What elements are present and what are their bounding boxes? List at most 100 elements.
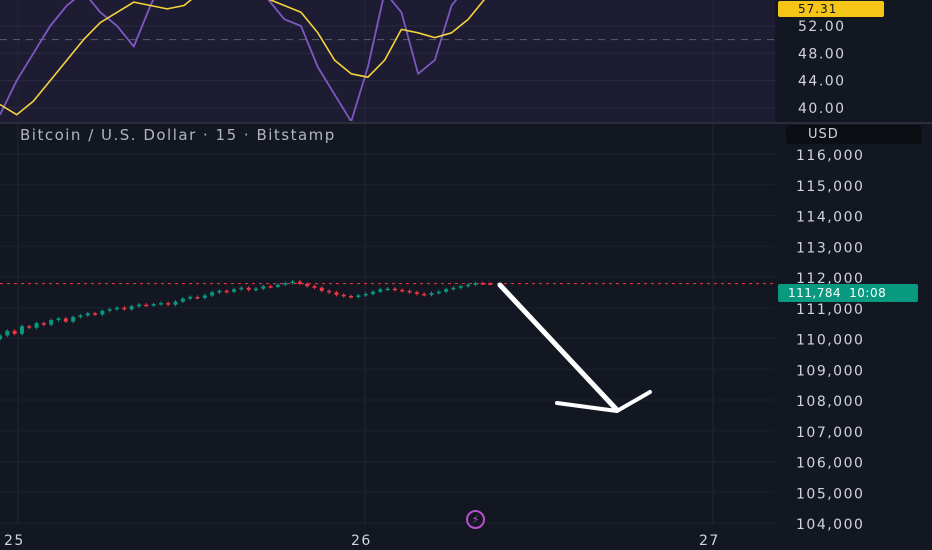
candle-body xyxy=(480,283,485,285)
price-tick-label: 111,000 xyxy=(796,302,864,318)
rsi-tick-label: 40.00 xyxy=(798,101,846,117)
candle-body xyxy=(349,296,354,298)
candle-body xyxy=(268,286,273,288)
candle-body xyxy=(414,292,419,294)
candle-body xyxy=(5,330,10,336)
candle-body xyxy=(356,295,361,297)
candle-body xyxy=(319,287,324,291)
candle-body xyxy=(466,284,471,287)
countdown: 10:08 xyxy=(849,286,887,300)
x-tick-label: 26 xyxy=(351,533,372,549)
candle-body xyxy=(0,335,2,340)
symbol-legend[interactable]: Bitcoin / U.S. Dollar · 15 · Bitstamp xyxy=(20,126,336,144)
candle-body xyxy=(34,323,39,328)
candle-body xyxy=(217,290,222,293)
candle-body xyxy=(232,289,237,292)
candle-body xyxy=(151,304,156,306)
candle-body xyxy=(444,289,449,292)
candle-body xyxy=(422,293,427,296)
price-tick-label: 108,000 xyxy=(796,394,864,410)
candle-body xyxy=(253,288,258,291)
rsi-pane-bg xyxy=(0,0,775,122)
x-tick-label: 27 xyxy=(699,533,720,549)
candle-body xyxy=(122,307,127,310)
candle-body xyxy=(392,288,397,291)
candle-body xyxy=(136,304,141,307)
candle-body xyxy=(378,289,383,292)
candle-body xyxy=(49,320,54,325)
candle-body xyxy=(63,318,68,322)
candle-body xyxy=(93,313,98,315)
candle-body xyxy=(305,283,310,287)
candle-body xyxy=(312,286,317,288)
candle-body xyxy=(341,294,346,297)
candle-body xyxy=(436,291,441,294)
candle-body xyxy=(100,310,105,315)
candle-body xyxy=(334,292,339,295)
candle-body xyxy=(473,283,478,285)
last-price-tag: 111,784 10:08 xyxy=(778,284,918,302)
candle-body xyxy=(210,292,215,296)
candle-body xyxy=(458,286,463,288)
candle-body xyxy=(180,298,185,302)
candle-body xyxy=(283,283,288,285)
candle-body xyxy=(85,313,90,316)
candle-body xyxy=(195,296,200,299)
candle-body xyxy=(239,287,244,290)
candle-body xyxy=(27,326,32,328)
candle-body xyxy=(129,306,134,310)
candle-body xyxy=(12,330,17,334)
rsi-tick-label: 48.00 xyxy=(798,46,846,62)
candle-body xyxy=(275,284,280,287)
candle-body xyxy=(158,303,163,305)
candle-body xyxy=(166,303,171,305)
lightning-icon[interactable]: ⚡ xyxy=(466,510,485,529)
down-arrow-shaft xyxy=(497,282,620,413)
x-tick-label: 25 xyxy=(4,533,25,549)
price-tick-label: 105,000 xyxy=(796,486,864,502)
candle-body xyxy=(297,281,302,284)
candle-body xyxy=(488,283,492,285)
candle-body xyxy=(327,290,332,293)
currency-selector[interactable]: USD xyxy=(786,125,922,144)
price-tick-label: 112,000 xyxy=(796,271,864,287)
last-price: 111,784 xyxy=(788,286,842,300)
candle-body xyxy=(400,289,405,292)
candle-body xyxy=(188,296,193,299)
candle-body xyxy=(246,287,251,290)
rsi-ma-line xyxy=(0,0,485,116)
price-tick-label: 114,000 xyxy=(796,210,864,226)
price-tick-label: 110,000 xyxy=(796,333,864,349)
price-tick-label: 116,000 xyxy=(796,148,864,164)
price-tick-label: 107,000 xyxy=(796,425,864,441)
candle-body xyxy=(56,318,61,321)
candle-body xyxy=(290,281,295,284)
rsi-line xyxy=(0,0,458,121)
price-tick-label: 115,000 xyxy=(796,179,864,195)
candle-body xyxy=(78,315,83,317)
candle-body xyxy=(451,287,456,290)
rsi-tick-label: 52.00 xyxy=(798,19,846,35)
candle-body xyxy=(71,316,76,322)
price-tick-label: 109,000 xyxy=(796,363,864,379)
candle-body xyxy=(144,304,149,307)
rsi-tick-label: 44.00 xyxy=(798,74,846,90)
candle-body xyxy=(385,288,390,291)
candle-body xyxy=(429,292,434,295)
candle-body xyxy=(19,326,24,334)
candle-body xyxy=(261,286,266,289)
candle-body xyxy=(41,323,46,325)
down-arrow-head xyxy=(555,390,652,413)
candle-body xyxy=(224,290,229,293)
candle-body xyxy=(363,293,368,296)
price-tick-label: 113,000 xyxy=(796,240,864,256)
price-tick-label: 106,000 xyxy=(796,456,864,472)
candle-body xyxy=(115,307,120,310)
price-tick-label: 104,000 xyxy=(796,517,864,533)
candle-body xyxy=(407,290,412,293)
candle-body xyxy=(107,309,112,311)
candle-body xyxy=(173,301,178,305)
rsi-value-tag: 57.31 xyxy=(778,1,884,17)
candle-body xyxy=(370,291,375,294)
